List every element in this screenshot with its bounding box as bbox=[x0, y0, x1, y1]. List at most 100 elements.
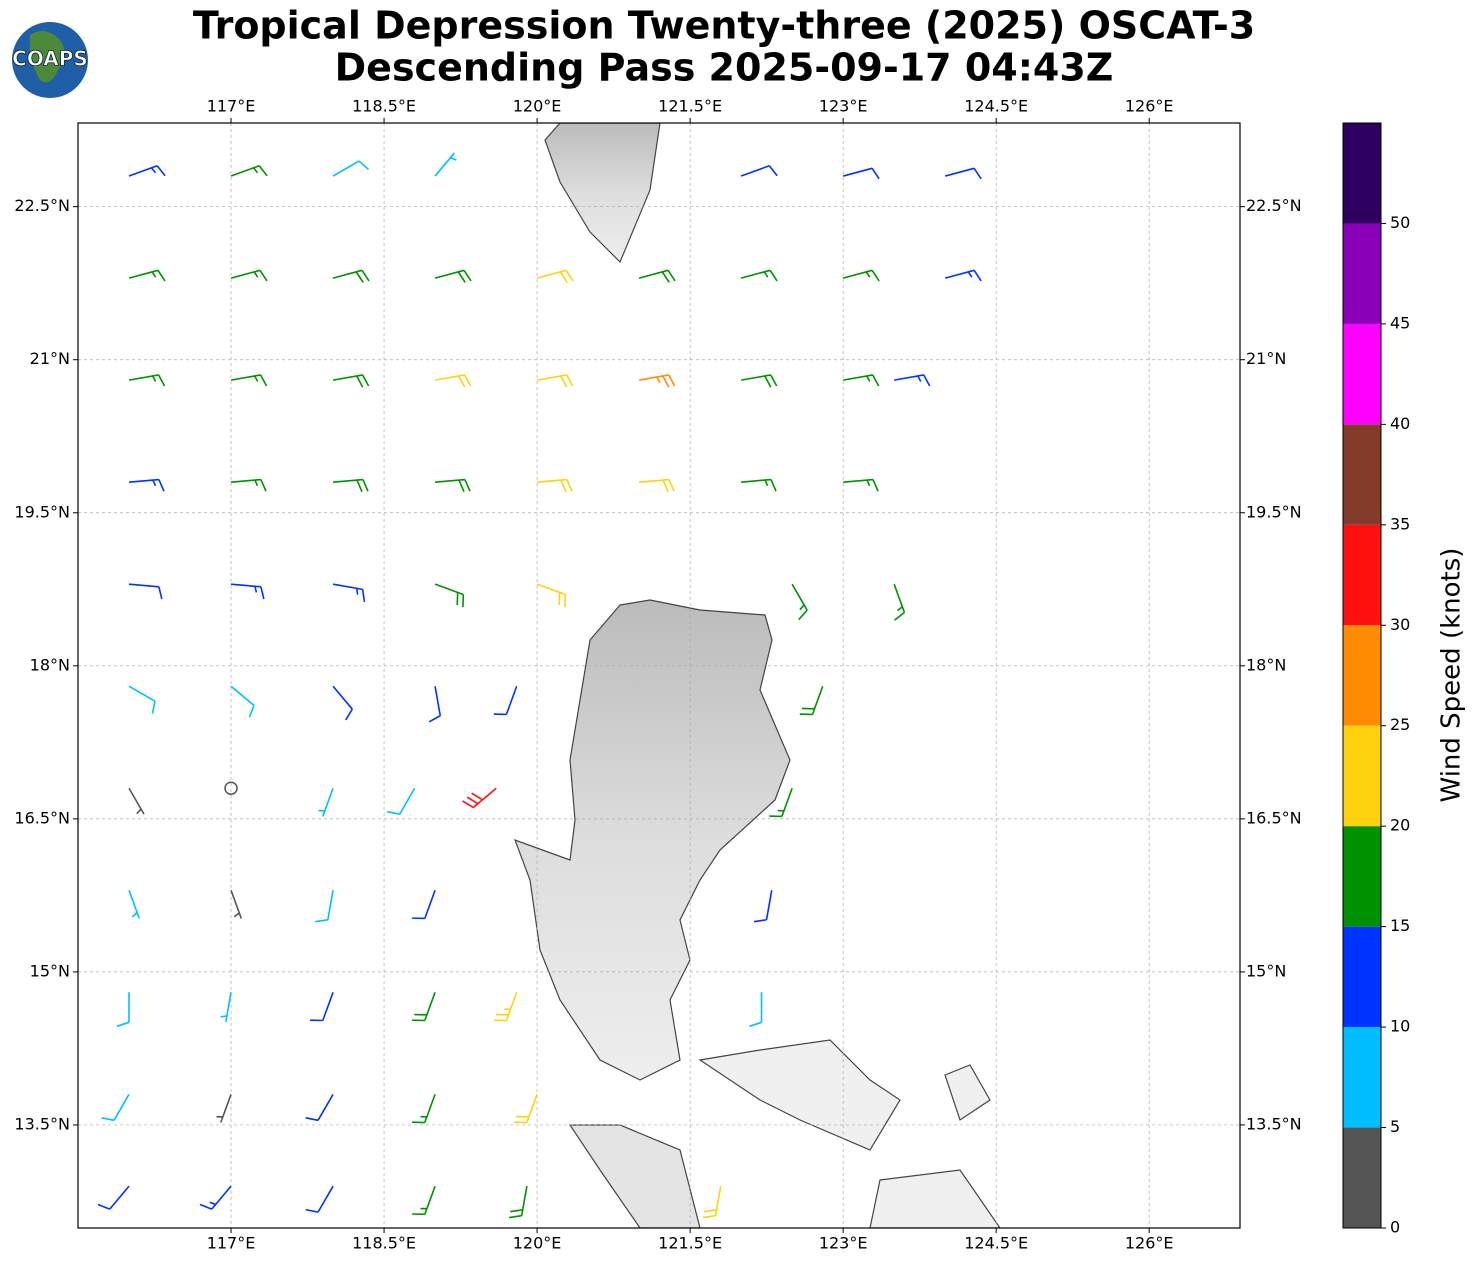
colorbar-segment bbox=[1343, 725, 1381, 827]
wind-barb bbox=[791, 583, 808, 621]
luzon bbox=[513, 599, 791, 1081]
x-tick-label: 124.5°E bbox=[964, 1234, 1028, 1253]
colorbar-tick-label: 45 bbox=[1390, 313, 1410, 332]
chart-title: Tropical Depression Twenty-three (2025) … bbox=[193, 4, 1255, 48]
wind-barb bbox=[639, 478, 675, 492]
wind-barb bbox=[128, 374, 166, 387]
wind-barb bbox=[116, 992, 130, 1028]
y-tick-label-right: 19.5°N bbox=[1246, 502, 1302, 521]
wind-barb bbox=[305, 1093, 334, 1122]
colorbar-label: Wind Speed (knots) bbox=[1437, 548, 1467, 803]
wind-barb bbox=[638, 374, 676, 388]
x-tick-label-top: 124.5°E bbox=[964, 97, 1028, 116]
colorbar-tick-label: 15 bbox=[1390, 916, 1410, 935]
y-tick-label-right: 15°N bbox=[1246, 961, 1286, 980]
wind-barb bbox=[434, 478, 471, 492]
wind-barb bbox=[220, 992, 232, 1022]
colorbar-segment bbox=[1343, 123, 1381, 224]
colorbar-segment bbox=[1343, 1127, 1381, 1228]
y-tick-label: 18°N bbox=[30, 655, 70, 674]
logo: COAPS bbox=[12, 22, 88, 98]
wind-barb bbox=[638, 269, 676, 283]
y-tick-label-right: 16.5°N bbox=[1246, 808, 1302, 827]
wind-barb bbox=[387, 787, 416, 816]
wind-barb bbox=[128, 787, 145, 815]
colorbar-segment bbox=[1343, 223, 1381, 324]
wind-barb bbox=[434, 583, 465, 608]
colorbar-segment bbox=[1343, 926, 1381, 1028]
x-tick-label-top: 120°E bbox=[513, 97, 562, 116]
x-tick-label: 118.5°E bbox=[352, 1234, 416, 1253]
x-tick-label-top: 118.5°E bbox=[352, 97, 416, 116]
colorbar-tick-label: 50 bbox=[1390, 213, 1410, 232]
colorbar-tick-label: 10 bbox=[1390, 1017, 1410, 1036]
wind-barb bbox=[310, 992, 334, 1022]
wind-barb bbox=[332, 374, 370, 388]
wind-barb bbox=[434, 269, 472, 283]
wind-barb bbox=[843, 374, 880, 387]
wind-barb bbox=[702, 1186, 722, 1219]
wind-barb bbox=[230, 685, 255, 718]
wind-barb bbox=[536, 269, 574, 283]
y-tick-label: 21°N bbox=[30, 349, 70, 368]
colorbar-tick-label: 40 bbox=[1390, 414, 1410, 433]
wind-barb bbox=[315, 890, 334, 923]
wind-barb bbox=[843, 478, 879, 492]
x-tick-label-top: 123°E bbox=[819, 97, 868, 116]
wind-barb bbox=[537, 478, 573, 492]
x-tick-label: 126°E bbox=[1125, 1234, 1174, 1253]
y-tick-label: 16.5°N bbox=[14, 808, 70, 827]
wind-barb bbox=[318, 787, 334, 817]
x-tick-label: 120°E bbox=[513, 1234, 562, 1253]
wind-barb bbox=[740, 165, 778, 177]
y-tick-label: 15°N bbox=[30, 961, 70, 980]
colorbar-tick-label: 5 bbox=[1390, 1117, 1400, 1136]
wind-barb bbox=[493, 685, 518, 716]
wind-barb bbox=[332, 478, 369, 492]
calm-barb bbox=[224, 781, 238, 795]
wind-barb bbox=[740, 269, 778, 282]
colorbar-tick-label: 30 bbox=[1390, 615, 1410, 634]
wind-barb bbox=[893, 583, 906, 621]
colorbar-tick-label: 0 bbox=[1390, 1218, 1400, 1237]
wind-barb bbox=[412, 890, 436, 920]
colorbar-tick-label: 35 bbox=[1390, 514, 1410, 533]
wind-barb bbox=[230, 890, 243, 919]
logo-text: COAPS bbox=[12, 47, 88, 71]
wind-barb bbox=[799, 685, 824, 716]
x-tick-label: 121.5°E bbox=[658, 1234, 722, 1253]
wind-barb bbox=[428, 686, 442, 723]
wind-barb bbox=[332, 269, 370, 283]
y-tick-label-right: 21°N bbox=[1246, 349, 1286, 368]
wind-barb bbox=[536, 583, 567, 608]
wind-barb bbox=[769, 787, 793, 818]
x-tick-label-top: 126°E bbox=[1125, 97, 1174, 116]
wind-barb bbox=[97, 1185, 130, 1210]
colorbar: 0 5 10 15 20 25 30 35 40 45 50 bbox=[1342, 122, 1410, 1237]
colorbar-segment bbox=[1343, 826, 1381, 927]
wind-barb bbox=[332, 583, 366, 603]
y-tick-label-right: 13.5°N bbox=[1246, 1114, 1302, 1133]
wind-barb bbox=[128, 165, 166, 177]
colorbar-segment bbox=[1343, 424, 1381, 525]
land bbox=[513, 123, 1001, 1228]
wind-barb bbox=[128, 685, 156, 714]
x-tick-label: 123°E bbox=[819, 1234, 868, 1253]
wind-barb bbox=[128, 269, 166, 282]
wind-barb bbox=[216, 1094, 232, 1123]
colorbar-tick-label: 25 bbox=[1390, 715, 1410, 734]
wind-barb bbox=[944, 167, 982, 180]
wind-barb bbox=[842, 269, 880, 282]
wind-barb bbox=[128, 890, 141, 919]
wind-barb bbox=[230, 374, 268, 387]
colorbar-segment bbox=[1343, 1027, 1381, 1128]
wind-barb bbox=[509, 1186, 528, 1219]
bicol bbox=[698, 1039, 901, 1151]
wind-barb bbox=[230, 269, 268, 282]
wind-barb bbox=[493, 992, 518, 1022]
wind-barb bbox=[230, 478, 267, 492]
wind-barb bbox=[740, 374, 778, 388]
x-tick-label: 117°E bbox=[207, 1234, 256, 1253]
colorbar-frame bbox=[1342, 122, 1382, 1229]
